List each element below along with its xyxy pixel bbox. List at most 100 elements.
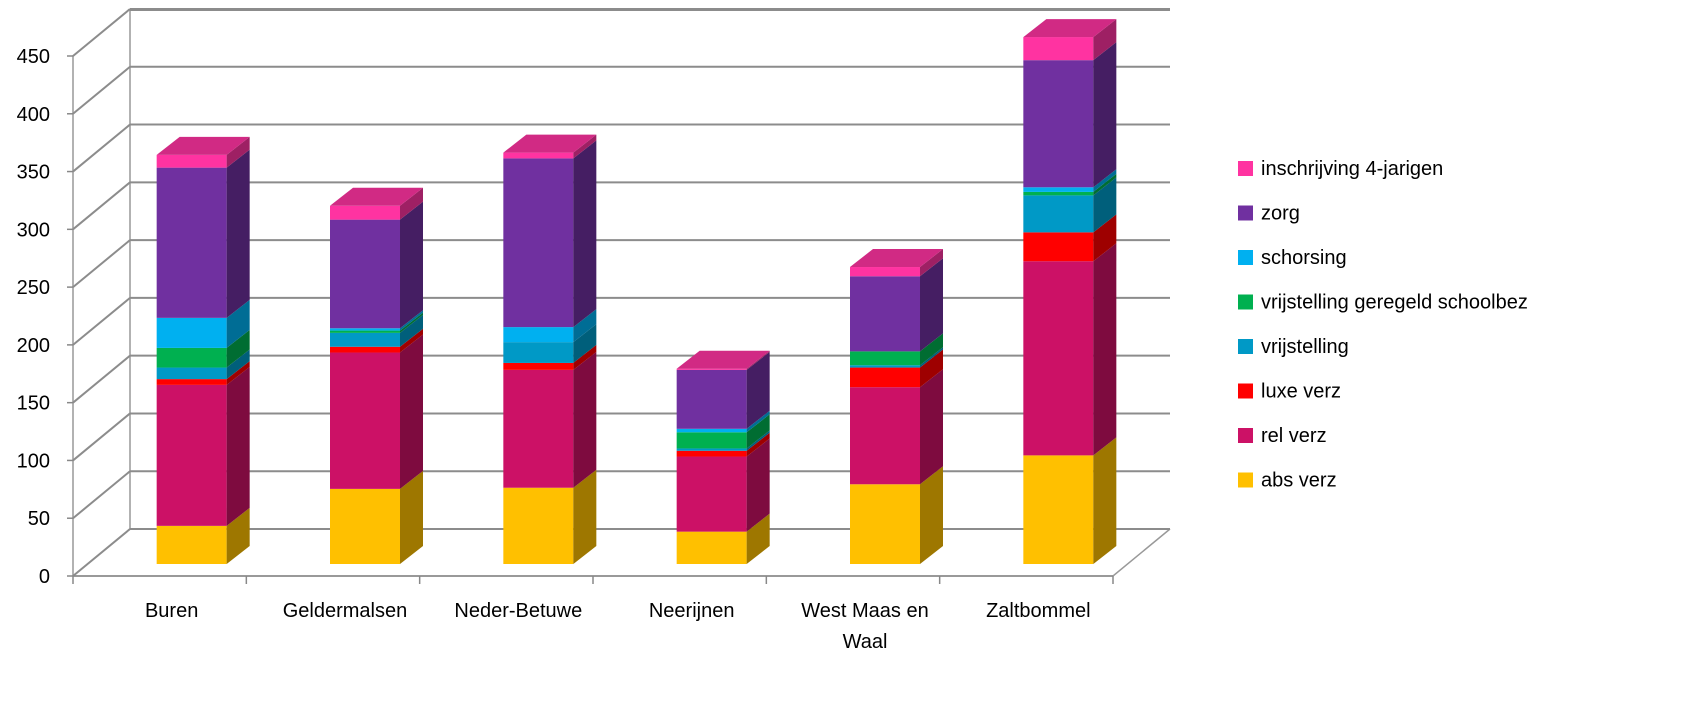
bar-segment-side xyxy=(746,350,770,370)
bar-segment xyxy=(850,267,920,277)
bar-segment-side xyxy=(400,470,423,564)
bar-stack xyxy=(1023,19,1117,564)
bar-segment-side xyxy=(746,351,770,429)
bar-segment-side xyxy=(226,361,250,385)
bar-segment-side xyxy=(226,149,250,318)
gridline-wall xyxy=(72,297,131,346)
bar-segment xyxy=(850,365,920,368)
legend: inschrijving 4-jarigen zorg schorsing vrijs… xyxy=(1238,158,1528,492)
bar-stack xyxy=(850,249,943,564)
legend-label: inschrijving 4-jarigen xyxy=(1261,158,1443,180)
bar-segment xyxy=(503,487,574,564)
bar-segment xyxy=(330,346,400,353)
bar-segment xyxy=(330,328,400,331)
bar-segment-side xyxy=(920,466,943,564)
bar-stack xyxy=(676,350,770,564)
bar-segment-side xyxy=(400,187,423,220)
bar-segment-side xyxy=(573,324,597,363)
bar-segment xyxy=(156,317,227,348)
bar-segment xyxy=(503,342,574,363)
bar-segment xyxy=(676,456,747,532)
bar-segment-side xyxy=(400,314,423,347)
bar-segment-side xyxy=(746,414,770,449)
bar-segment xyxy=(1023,455,1094,564)
bar-segment-side xyxy=(920,349,943,388)
x-category-label: Neder-Betuwe xyxy=(454,600,582,622)
y-tick-label: 450 xyxy=(17,46,50,68)
bar-segment xyxy=(1023,261,1094,456)
bar-segment xyxy=(1023,232,1094,262)
bar-segment-side xyxy=(1093,173,1117,196)
bar-segment-side xyxy=(400,201,423,329)
bar-segment xyxy=(156,525,227,564)
bar-segment-side xyxy=(573,134,597,159)
bar-segment-side xyxy=(226,507,250,564)
bar-segment-side xyxy=(400,334,423,489)
bar-segment-side xyxy=(573,140,597,328)
legend-label: vrijstelling xyxy=(1261,336,1349,358)
bar-segment xyxy=(676,432,747,449)
bar-segment-side xyxy=(920,369,943,485)
bar-segment-side xyxy=(573,469,597,564)
bar-segment-side xyxy=(1093,243,1117,456)
bar-top-face xyxy=(850,249,943,268)
bar-segment xyxy=(850,387,920,485)
y-axis: 0 50 100 150 200 250 300 350 400 450 xyxy=(17,46,73,588)
bar-segment xyxy=(156,347,227,368)
legend-label: rel verz xyxy=(1261,425,1327,447)
x-category-label: Neerijnen xyxy=(649,600,735,622)
bar-top-face xyxy=(156,136,250,155)
bar-top-face xyxy=(1023,19,1117,38)
bar-segment-side xyxy=(920,333,943,366)
bar-top-face xyxy=(330,187,423,206)
legend-swatch xyxy=(1238,428,1253,443)
bar-segment xyxy=(676,368,747,370)
x-category-label: Zaltbommel xyxy=(986,600,1090,622)
bar-segment-side xyxy=(400,310,423,331)
bar-segment-side xyxy=(746,513,770,564)
bar-segment-side xyxy=(746,410,770,433)
gridline-wall xyxy=(72,528,131,577)
bar-segment-side xyxy=(573,351,597,488)
bar-segment-side xyxy=(1093,169,1117,192)
bar-segment-side xyxy=(746,430,770,451)
bar-stack xyxy=(156,136,250,564)
bar-segment-side xyxy=(1093,42,1117,188)
bar-top-face xyxy=(503,134,597,153)
bar-segment-side xyxy=(400,328,423,353)
legend-label: luxe verz xyxy=(1261,381,1341,403)
bar-segment xyxy=(676,428,747,433)
legend-swatch xyxy=(1238,339,1253,354)
bar-segment-side xyxy=(1093,437,1117,564)
bar-segment-side xyxy=(400,312,423,333)
legend-swatch xyxy=(1238,250,1253,265)
bar-segment xyxy=(330,205,400,220)
gridline-wall xyxy=(72,8,131,57)
bar-segment xyxy=(503,369,574,488)
bar-segment-side xyxy=(226,299,250,348)
bar-segment xyxy=(676,448,747,451)
x-category-label: Buren xyxy=(145,600,198,622)
bar-segment xyxy=(850,484,920,564)
y-tick-label: 250 xyxy=(17,277,50,299)
bar-segment-side xyxy=(746,438,770,532)
bar-segment xyxy=(156,167,227,318)
x-axis: Buren Geldermalsen Neder-Betuwe Neerijnen We… xyxy=(72,575,1114,653)
bar-segment xyxy=(156,384,227,526)
bar-segment-side xyxy=(226,349,250,380)
bar-segment xyxy=(1023,187,1094,192)
gridline-wall xyxy=(72,66,131,115)
gridline-wall xyxy=(72,354,131,404)
bar-segment-side xyxy=(920,347,943,368)
gridline-wall xyxy=(72,181,131,231)
bar-segment xyxy=(676,369,747,429)
bar-top-face xyxy=(676,350,770,369)
legend-swatch xyxy=(1238,205,1253,221)
bar-segment xyxy=(330,219,400,329)
bar-segment xyxy=(1023,60,1094,188)
bar-segment xyxy=(503,158,574,328)
bars xyxy=(156,19,1117,564)
bar-segment xyxy=(503,362,574,370)
bar-segment xyxy=(850,351,920,366)
